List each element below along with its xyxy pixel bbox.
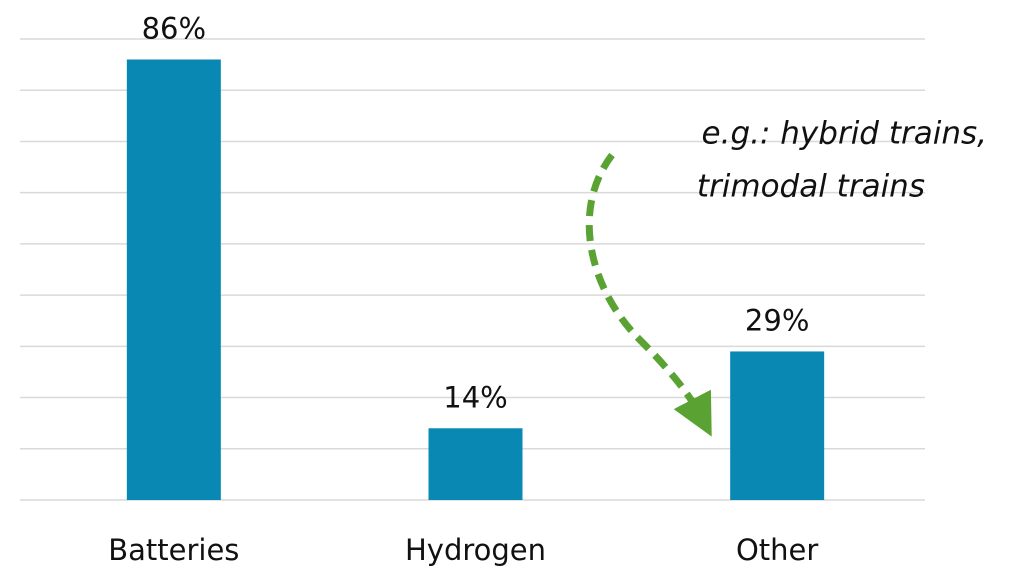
annotation-arrow [585, 152, 712, 437]
annotation: trimodal trains [697, 169, 925, 205]
data-label: 86% [142, 11, 206, 45]
x-tick-label: Other [736, 533, 818, 567]
x-tick-label: Batteries [108, 533, 239, 567]
x-tick-label: Hydrogen [405, 533, 546, 567]
data-label: 29% [745, 303, 809, 337]
data-label: 14% [443, 380, 507, 414]
bar [730, 351, 825, 500]
annotation: e.g.: hybrid trains, [702, 116, 987, 152]
bar [428, 428, 523, 500]
bar [126, 59, 221, 500]
